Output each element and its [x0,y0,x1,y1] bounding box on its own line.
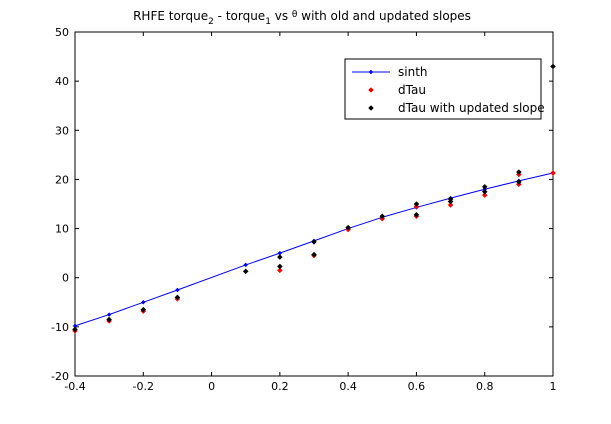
data-point-dtau-with-updated-slope [516,169,522,175]
y-tick-label: 50 [55,26,69,39]
x-tick-label: 1 [550,380,557,393]
data-point-dtau-with-updated-slope [516,179,522,185]
legend-label-dtau: dTau [398,83,426,97]
y-tick-label: -10 [51,321,69,334]
legend: sinth dTau dTau with updated slope [344,58,545,120]
data-point-dtau-with-updated-slope [140,306,147,313]
x-tick-label: -0.4 [64,380,85,393]
data-point-dtau-with-updated-slope [481,188,488,195]
data-point-sinth [140,299,146,305]
y-tick-label: 0 [62,272,69,285]
x-tick-label: 0.8 [476,380,494,393]
data-point-dtau [481,192,488,199]
y-tick-label: 20 [55,173,69,186]
data-point-sinth [175,287,180,293]
data-point-dtau-with-updated-slope [379,213,386,220]
data-point-dtau-with-updated-slope [311,238,317,245]
x-tick-label: -0.2 [133,380,154,393]
legend-marker-dtau-with-updated-slope [368,105,374,111]
y-tick-label: -20 [51,370,69,383]
y-tick-label: 40 [55,75,69,88]
series-line-sinth [74,172,554,327]
x-tick-label: 0.2 [271,380,289,393]
data-point-dtau-with-updated-slope [550,63,556,70]
legend-label-sinth: sinth [398,65,428,79]
data-point-dtau-with-updated-slope [413,211,420,218]
legend-marker-sinth [368,69,374,75]
data-point-dtau-with-updated-slope [277,263,283,270]
data-point-dtau-with-updated-slope [174,294,181,301]
data-point-dtau-with-updated-slope [481,183,488,190]
data-point-dtau-with-updated-slope [311,251,317,258]
data-point-dtau-with-updated-slope [447,196,454,202]
y-tick-label: 10 [55,223,69,236]
x-tick-label: 0 [208,380,215,393]
data-point-sinth [243,262,249,268]
data-point-sinth [106,312,112,317]
data-point-dtau [550,170,556,176]
data-point-dtau-with-updated-slope [277,254,283,260]
chart-title: RHFE torque2 - torque1 vs θ with old and… [133,9,471,27]
data-point-dtau-with-updated-slope [242,268,249,275]
data-point-dtau-with-updated-slope [413,201,420,207]
data-point-dtau-with-updated-slope [106,316,112,323]
axes-frame [74,31,554,377]
legend-label-dtau-with-updated-slope: dTau with updated slope [398,101,545,115]
data-point-dtau-with-updated-slope [345,224,351,231]
data-point-dtau [447,202,454,208]
legend-marker-dtau [368,87,374,93]
plot-area: -0.4 -0.2 0 0.2 0.4 0.6 0.8 1 -20 -10 0 10 20 30 40 50 [51,26,556,393]
y-tick-label: 30 [55,124,69,137]
x-tick-label: 0.4 [339,380,357,393]
data-point-dtau-with-updated-slope [72,326,78,333]
x-tick-label: 0.6 [408,380,426,393]
legend-box [344,58,542,120]
data-point-dtau [277,267,283,274]
